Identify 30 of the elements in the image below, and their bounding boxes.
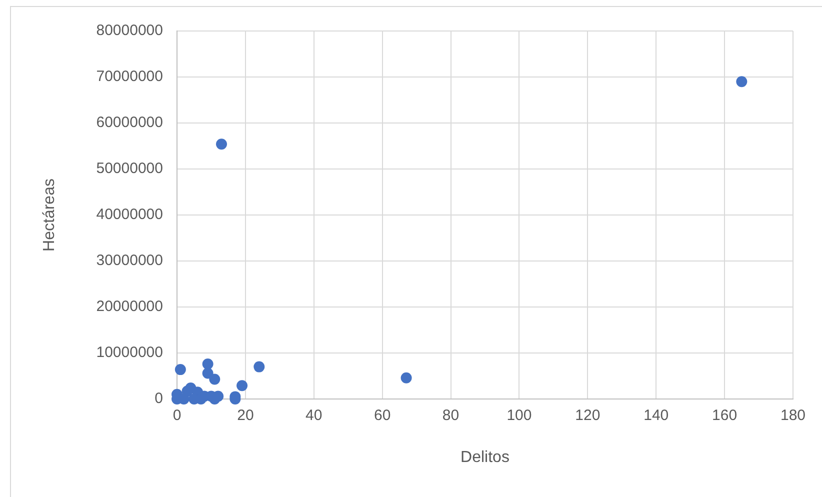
y-tick-label: 70000000 <box>96 68 163 86</box>
y-tick-label: 30000000 <box>96 252 163 270</box>
point <box>400 372 412 384</box>
x-tick-label: 180 <box>780 407 806 424</box>
point <box>736 76 748 88</box>
x-tick-label: 0 <box>172 407 182 424</box>
point <box>236 380 248 392</box>
x-tick-label: 80 <box>442 407 460 424</box>
x-tick-label: 60 <box>374 407 391 424</box>
x-tick-label: 40 <box>306 407 322 424</box>
y-tick-label: 40000000 <box>96 206 163 224</box>
y-tick-label: 50000000 <box>96 160 163 178</box>
x-tick-label: 140 <box>644 407 669 424</box>
x-axis-title: Delitos <box>460 448 510 466</box>
y-tick-label: 20000000 <box>96 298 163 316</box>
y-tick-label: 60000000 <box>96 114 163 132</box>
x-tick-label: 100 <box>506 407 532 424</box>
x-tick-label: 20 <box>237 407 254 424</box>
y-tick-label: 0 <box>154 390 163 408</box>
x-tick-label: 160 <box>712 407 738 424</box>
point <box>209 374 220 385</box>
point <box>202 368 214 379</box>
x-tick-label: 120 <box>575 407 600 424</box>
y-tick-label: 80000000 <box>96 22 163 40</box>
y-tick-label: 10000000 <box>96 344 163 362</box>
point <box>202 358 214 370</box>
point <box>174 364 186 376</box>
y-axis-title: Hectáreas <box>41 178 58 252</box>
point <box>254 361 265 372</box>
point <box>216 138 227 150</box>
